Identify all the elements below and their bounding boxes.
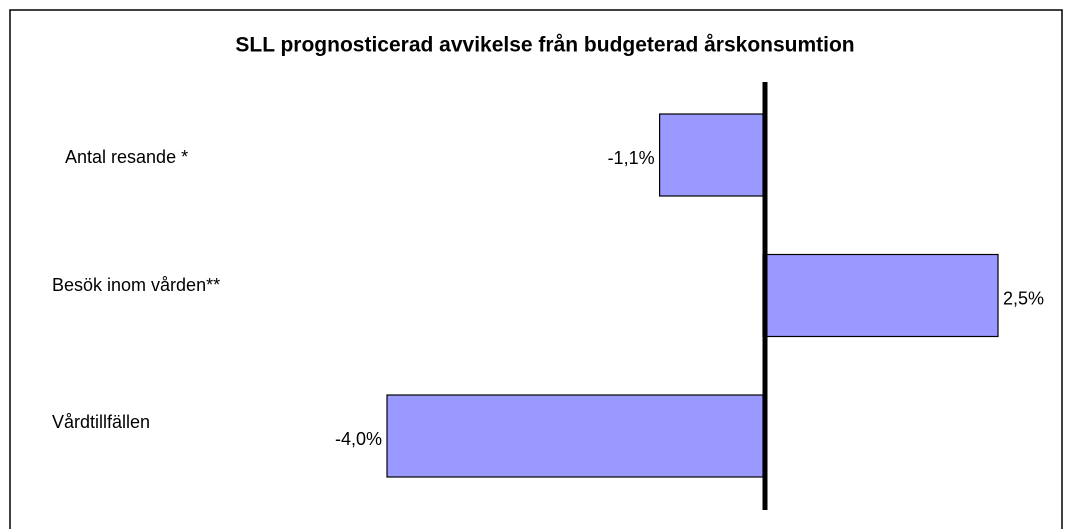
chart-title: SLL prognosticerad avvikelse från budget… xyxy=(235,34,854,57)
value-label: 2,5% xyxy=(1003,288,1044,308)
value-label: -4,0% xyxy=(335,429,382,449)
category-label: Antal resande * xyxy=(65,147,188,167)
bar xyxy=(386,394,764,478)
category-label: Besök inom vården** xyxy=(52,275,220,295)
category-label: Vårdtillfällen xyxy=(52,412,150,432)
bar xyxy=(762,253,999,338)
value-label: -1,1% xyxy=(608,148,655,168)
bar xyxy=(658,113,764,197)
